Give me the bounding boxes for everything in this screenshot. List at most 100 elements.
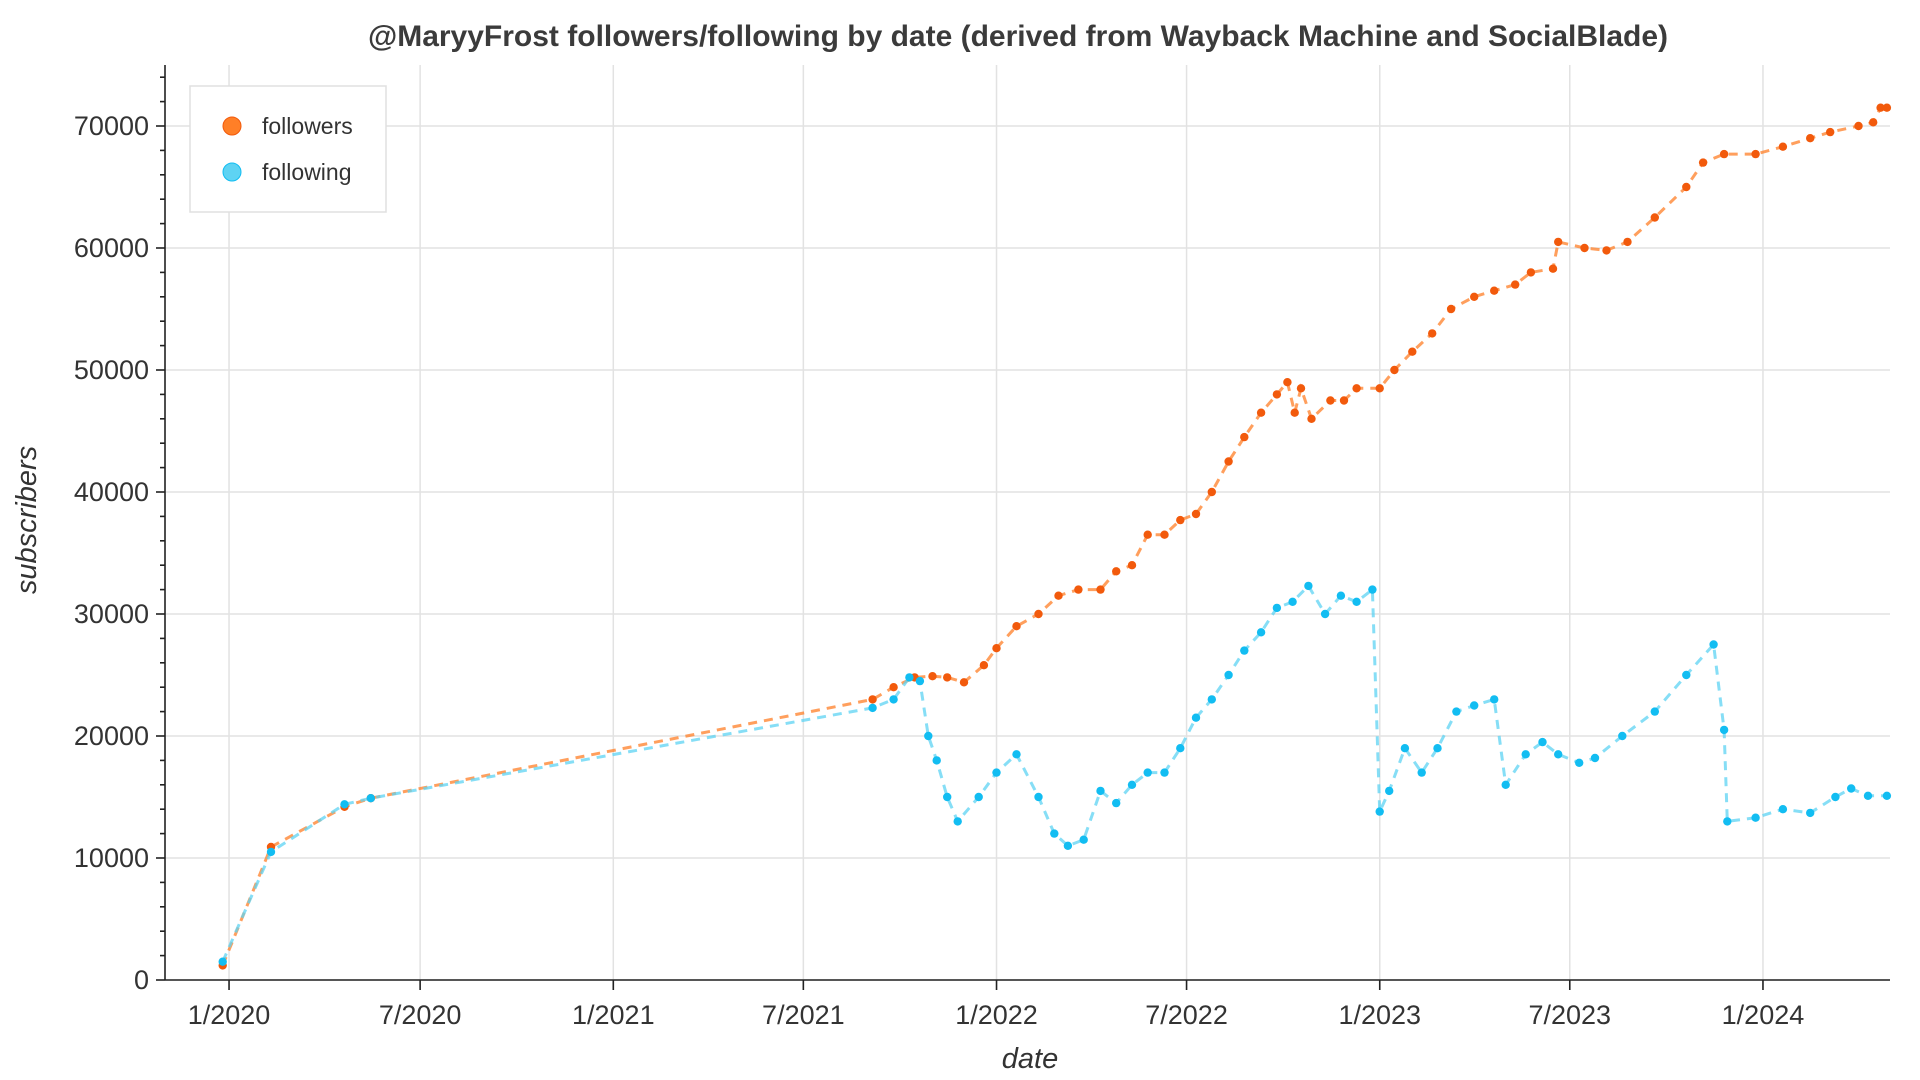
point-following — [974, 792, 983, 802]
point-followers — [868, 695, 877, 704]
legend: followers following — [189, 85, 387, 213]
grid-lines — [165, 65, 1890, 981]
point-followers — [1272, 390, 1282, 399]
x-tick-label: 7/2020 — [379, 1000, 462, 1030]
point-following — [366, 794, 375, 803]
point-following — [1618, 731, 1627, 741]
point-followers — [1160, 530, 1169, 539]
point-followers — [1034, 609, 1043, 619]
point-followers — [1490, 286, 1499, 295]
point-following — [1882, 791, 1892, 800]
x-tick-label: 7/2021 — [762, 1000, 845, 1030]
point-following — [915, 676, 925, 686]
point-followers — [1339, 396, 1349, 405]
point-following — [1650, 707, 1660, 716]
point-following — [868, 703, 877, 713]
legend-marker-followers — [222, 116, 242, 136]
y-tick-label: 0 — [134, 965, 149, 995]
point-following — [1490, 695, 1499, 704]
point-following — [992, 768, 1001, 777]
point-followers — [1326, 396, 1335, 405]
point-followers — [1375, 384, 1384, 393]
point-followers — [1176, 515, 1185, 525]
point-following — [1719, 725, 1729, 735]
legend-box — [189, 85, 387, 213]
point-following — [924, 731, 933, 741]
y-tick-label: 20000 — [74, 721, 149, 751]
point-following — [1400, 744, 1410, 753]
x-tick-label: 1/2020 — [188, 1000, 271, 1030]
point-followers — [1428, 329, 1437, 338]
point-followers — [889, 683, 898, 692]
point-following — [1375, 807, 1384, 816]
point-following — [1063, 841, 1073, 850]
point-followers — [1224, 457, 1233, 466]
point-followers — [1602, 246, 1611, 255]
point-following — [1336, 591, 1346, 600]
point-followers — [1751, 149, 1760, 159]
point-following — [1682, 670, 1691, 680]
point-followers — [1390, 365, 1399, 375]
point-following — [218, 957, 227, 966]
point-followers — [1296, 384, 1306, 393]
point-following — [340, 800, 349, 809]
point-followers — [1698, 158, 1708, 167]
legend-marker-following — [222, 162, 242, 182]
point-following — [932, 756, 941, 765]
point-followers — [1876, 103, 1885, 112]
point-followers — [1143, 530, 1152, 539]
point-following — [1207, 695, 1217, 704]
point-following — [1272, 603, 1282, 613]
point-following — [1723, 817, 1732, 826]
point-followers — [1191, 509, 1201, 519]
point-followers — [1408, 347, 1417, 356]
point-following — [943, 792, 952, 802]
point-followers — [1869, 118, 1878, 127]
y-tick-label: 40000 — [74, 477, 149, 507]
x-tick-label: 1/2021 — [572, 1000, 655, 1030]
point-followers — [1054, 591, 1063, 600]
point-following — [1240, 646, 1249, 655]
point-following — [1191, 713, 1201, 722]
point-followers — [1554, 237, 1563, 247]
y-axis-label: subscribers — [11, 446, 43, 594]
y-tick-label: 70000 — [74, 111, 149, 141]
point-following — [1554, 750, 1563, 759]
legend-label-following: following — [262, 159, 352, 185]
point-followers — [1806, 134, 1815, 143]
point-followers — [1127, 561, 1137, 570]
series-points — [218, 103, 1892, 970]
y-tick-label: 30000 — [74, 599, 149, 629]
y-tick-label: 50000 — [74, 355, 149, 385]
point-followers — [1854, 121, 1863, 131]
point-following — [1709, 640, 1718, 649]
point-following — [1863, 791, 1873, 800]
point-following — [1417, 768, 1426, 777]
point-followers — [1526, 268, 1536, 277]
point-followers — [1240, 432, 1249, 442]
point-following — [1538, 737, 1547, 747]
x-tick-label: 1/2022 — [955, 1000, 1038, 1030]
point-following — [1304, 581, 1313, 591]
point-following — [1433, 744, 1442, 753]
x-tick-label: 1/2023 — [1338, 1000, 1421, 1030]
series-line-following — [221, 583, 1887, 963]
x-axis-label: date — [1002, 1043, 1058, 1075]
point-following — [1575, 758, 1584, 767]
point-following — [1368, 585, 1377, 594]
axes: 0 10000 20000 30000 40000 50000 60000 70000 1/20… — [74, 65, 1890, 1030]
x-tick-label: 1/2024 — [1722, 1000, 1805, 1030]
point-followers — [1548, 264, 1558, 273]
point-followers — [992, 644, 1001, 653]
point-followers — [1580, 243, 1589, 253]
point-following — [1352, 597, 1361, 606]
point-followers — [943, 673, 952, 682]
point-followers — [1307, 414, 1316, 423]
point-following — [1256, 628, 1266, 637]
point-followers — [928, 672, 937, 681]
point-followers — [1012, 622, 1021, 631]
point-following — [1385, 786, 1394, 796]
point-followers — [1352, 384, 1361, 393]
point-following — [1778, 805, 1788, 814]
